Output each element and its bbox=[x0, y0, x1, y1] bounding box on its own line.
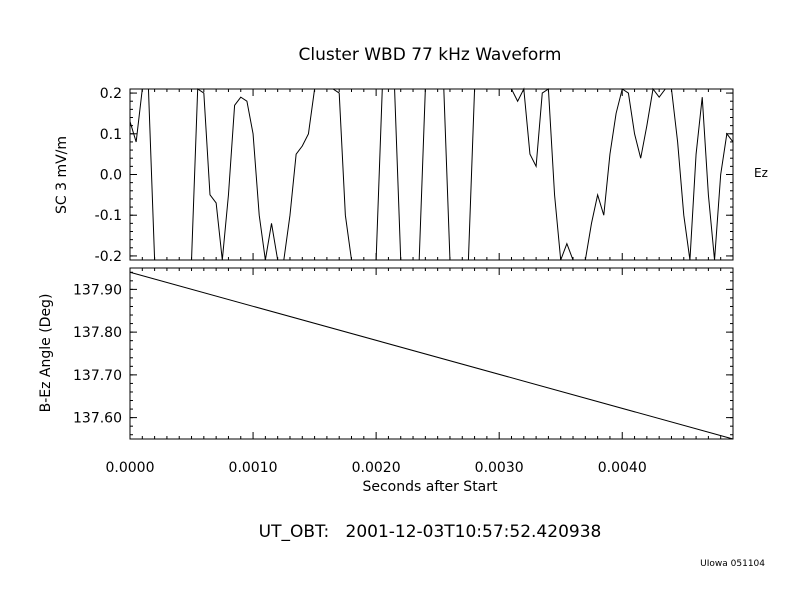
x-tick-label: 0.0040 bbox=[598, 460, 647, 476]
y-tick-label: 137.60 bbox=[73, 411, 122, 427]
angle-ticks bbox=[129, 268, 734, 439]
waveform-y-axis-label: SC 3 mV/m bbox=[54, 136, 70, 214]
y-tick-label: 0.2 bbox=[100, 86, 122, 102]
waveform-plot-frame bbox=[129, 88, 734, 261]
y-tick-label: 0.1 bbox=[100, 127, 122, 143]
y-tick-label: 137.80 bbox=[73, 325, 122, 341]
waveform-panel: -0.2 -0.1 0.0 0.1 0.2 SC 3 mV/m Ez bbox=[54, 86, 768, 265]
x-tick-label: 0.0030 bbox=[475, 460, 524, 476]
waveform-ticks bbox=[129, 89, 734, 260]
y-tick-label: 0.0 bbox=[100, 168, 122, 184]
x-tick-label: 0.0020 bbox=[352, 460, 401, 476]
x-tick-label: 0.0000 bbox=[106, 460, 155, 476]
angle-y-tick-labels: 137.60 137.70 137.80 137.90 bbox=[73, 282, 122, 426]
waveform-y-tick-labels: -0.2 -0.1 0.0 0.1 0.2 bbox=[95, 86, 122, 265]
x-axis-label: Seconds after Start bbox=[362, 479, 498, 495]
angle-plot-frame bbox=[129, 267, 734, 440]
start-time-label: UT_OBT: 2001-12-03T10:57:52.420938 bbox=[259, 522, 602, 542]
x-tick-labels: 0.0000 0.0010 0.0020 0.0030 0.0040 bbox=[106, 460, 647, 476]
y-tick-label: -0.2 bbox=[95, 249, 122, 265]
y-tick-label: 137.90 bbox=[73, 282, 122, 298]
y-tick-label: 137.70 bbox=[73, 368, 122, 384]
credit-label: UIowa 051104 bbox=[700, 559, 765, 569]
chart-title: Cluster WBD 77 kHz Waveform bbox=[299, 45, 562, 65]
waveform-trace bbox=[129, 87, 734, 261]
angle-y-axis-label: B-Ez Angle (Deg) bbox=[38, 294, 54, 413]
waveform-component-label: Ez bbox=[754, 166, 768, 180]
x-tick-label: 0.0010 bbox=[229, 460, 278, 476]
angle-trace bbox=[129, 271, 734, 440]
y-tick-label: -0.1 bbox=[95, 208, 122, 224]
